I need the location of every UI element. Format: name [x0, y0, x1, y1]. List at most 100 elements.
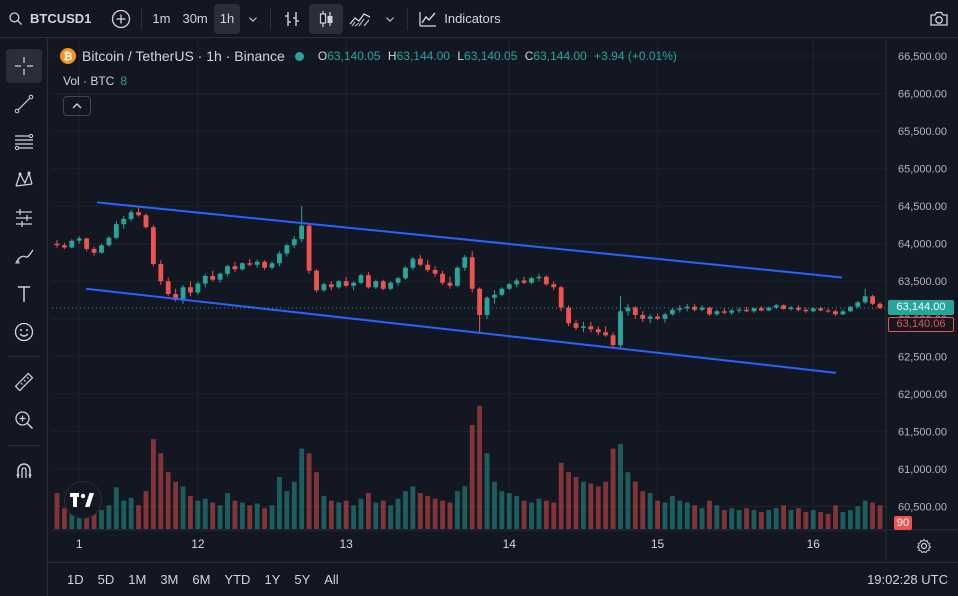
- forecasting-tool-button[interactable]: [6, 201, 42, 235]
- svg-text:₿: ₿: [64, 50, 73, 63]
- interval-1m-button[interactable]: 1m: [152, 11, 171, 26]
- volume-bar: [403, 491, 408, 529]
- magnet-tool-button[interactable]: [6, 454, 42, 488]
- volume-bar: [736, 510, 742, 529]
- pattern-tool-button[interactable]: [6, 163, 42, 197]
- price-tick-label: 65,500.00: [898, 126, 947, 138]
- volume-bar: [232, 500, 238, 529]
- tradingview-logo[interactable]: [65, 482, 101, 518]
- volume-bar: [514, 495, 520, 529]
- collapse-legend-button[interactable]: [63, 96, 91, 116]
- trend-line-tool-button[interactable]: [6, 87, 42, 121]
- candle-body: [721, 311, 727, 313]
- chart-settings-button[interactable]: [914, 536, 934, 556]
- volume-legend[interactable]: Vol · BTC 8: [63, 74, 127, 88]
- price-chart[interactable]: 66,500.00 66,000.00 65,500.00 65,000.00 64,5…: [52, 41, 958, 560]
- volume-bar: [684, 502, 690, 529]
- candle-body: [136, 212, 141, 216]
- fib-tool-button[interactable]: [6, 125, 42, 159]
- volume-bar: [655, 500, 660, 529]
- snapshot-button[interactable]: [922, 4, 956, 34]
- range-1d-button[interactable]: 1D: [67, 572, 84, 587]
- time-tick-label: 1: [76, 537, 83, 551]
- range-5d-button[interactable]: 5D: [97, 572, 115, 587]
- volume-bar: [202, 498, 208, 529]
- prediction-icon: [16, 209, 32, 227]
- range-3m-button[interactable]: 3M: [160, 572, 179, 587]
- candle-body: [514, 280, 520, 285]
- crosshair-tool-button[interactable]: [6, 49, 42, 83]
- candle-body: [492, 294, 497, 298]
- range-1y-button[interactable]: 1Y: [264, 572, 281, 587]
- candle-body: [417, 258, 423, 265]
- zoom-tool-button[interactable]: [6, 403, 42, 437]
- volume-bar: [225, 493, 230, 529]
- range-1m-button[interactable]: 1M: [128, 572, 147, 587]
- volume-bar: [469, 424, 475, 529]
- candle-body: [210, 275, 216, 280]
- candle-body: [225, 266, 230, 274]
- candle-body: [751, 308, 757, 312]
- range-5y-button[interactable]: 5Y: [294, 572, 311, 587]
- candle-body: [84, 238, 90, 249]
- brush-tool-button[interactable]: [6, 239, 42, 273]
- range-ytd-button[interactable]: YTD: [224, 572, 251, 587]
- emoji-tool-button[interactable]: [6, 315, 42, 349]
- chart-style-dropdown-button[interactable]: [377, 4, 403, 34]
- candle-body: [477, 288, 483, 316]
- price-tick-label: 65,000.00: [898, 164, 947, 176]
- utc-clock[interactable]: 19:02:28 UTC: [867, 572, 948, 587]
- bar-style-button[interactable]: [275, 4, 309, 34]
- time-tick-label: 12: [191, 537, 205, 551]
- volume-bar: [699, 508, 705, 529]
- pattern-icon: [15, 171, 33, 187]
- candle-body: [536, 276, 542, 279]
- candle-body: [440, 273, 445, 283]
- candle-body: [395, 278, 401, 283]
- current-price-label: 63,144.00: [888, 299, 954, 315]
- volume-bar: [239, 502, 245, 529]
- area-style-button[interactable]: [343, 4, 377, 34]
- volume-bar: [447, 502, 453, 529]
- toolbar-divider: [8, 445, 40, 446]
- indicators-button[interactable]: Indicators: [412, 4, 506, 34]
- volume-bar: [595, 486, 601, 529]
- chart-pane[interactable]: 66,500.00 66,000.00 65,500.00 65,000.00 64,5…: [52, 41, 958, 560]
- price-tick-label: 61,500.00: [898, 426, 947, 438]
- text-icon: [18, 286, 30, 302]
- volume-bar: [729, 508, 735, 529]
- interval-30m-button[interactable]: 30m: [182, 11, 208, 26]
- interval-dropdown-button[interactable]: [240, 4, 266, 34]
- text-tool-button[interactable]: [6, 277, 42, 311]
- area-chart-icon: [349, 12, 371, 26]
- volume-bar: [410, 486, 416, 529]
- compare-symbol-button[interactable]: [105, 4, 137, 34]
- date-range-bar: 1D 5D 1M 3M 6M YTD 1Y 5Y All 19:02:28 UT…: [48, 562, 958, 596]
- measure-tool-button[interactable]: [6, 365, 42, 399]
- interval-1h-button[interactable]: 1h: [213, 3, 241, 34]
- volume-bar: [521, 500, 527, 529]
- volume-bar: [714, 505, 720, 529]
- candles-style-button[interactable]: [309, 3, 344, 34]
- horizontal-lines-icon: [14, 133, 34, 151]
- candle-body: [640, 315, 646, 319]
- volume-bar: [462, 486, 468, 529]
- candle-body: [351, 282, 356, 286]
- camera-icon: [930, 11, 948, 26]
- volume-bar: [314, 472, 319, 529]
- volume-bar: [306, 453, 312, 529]
- symbol-search-button[interactable]: BTCUSD1: [0, 4, 97, 34]
- volume-bar: [640, 491, 646, 529]
- price-tick-label: 63,500.00: [898, 276, 947, 288]
- candle-body: [358, 275, 364, 283]
- toolbar-divider: [407, 7, 409, 30]
- candle-body: [684, 306, 690, 309]
- range-all-button[interactable]: All: [324, 572, 339, 587]
- volume-bar: [751, 510, 757, 529]
- candle-body: [447, 282, 453, 286]
- volume-bar: [870, 502, 875, 529]
- candle-body: [306, 225, 312, 271]
- range-6m-button[interactable]: 6M: [192, 572, 211, 587]
- candle-body: [432, 269, 438, 274]
- series-title[interactable]: Bitcoin / TetherUS · 1h · Binance: [82, 48, 285, 64]
